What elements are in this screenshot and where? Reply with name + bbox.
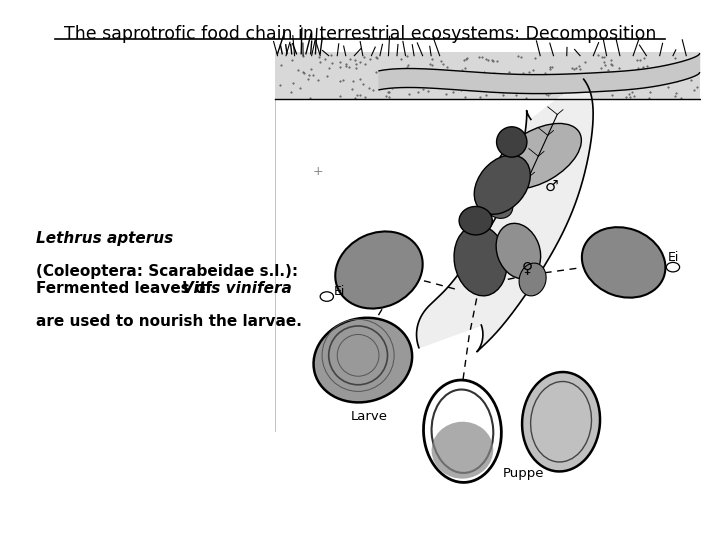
Ellipse shape	[582, 227, 665, 298]
Text: Puppe: Puppe	[503, 467, 544, 480]
Ellipse shape	[313, 318, 412, 402]
Ellipse shape	[423, 380, 501, 482]
Text: The saprotrofic food chain in terrestrial ecosystems: Decomposition: The saprotrofic food chain in terrestria…	[64, 25, 656, 43]
Ellipse shape	[496, 224, 541, 279]
Bar	[274, 52, 700, 99]
Text: Ei: Ei	[667, 251, 679, 264]
Ellipse shape	[495, 124, 581, 189]
Ellipse shape	[666, 262, 680, 272]
Ellipse shape	[474, 155, 531, 214]
Text: (Coleoptera: Scarabeidae s.l.):: (Coleoptera: Scarabeidae s.l.):	[36, 264, 298, 279]
Ellipse shape	[320, 292, 333, 301]
Ellipse shape	[336, 232, 423, 308]
Polygon shape	[417, 79, 593, 352]
Text: Ei: Ei	[333, 285, 345, 298]
Ellipse shape	[522, 372, 600, 471]
Ellipse shape	[454, 225, 507, 296]
Text: Vitis vinifera: Vitis vinifera	[181, 281, 292, 295]
Text: ♀: ♀	[521, 260, 532, 275]
Text: Lethrus apterus: Lethrus apterus	[36, 231, 173, 246]
Polygon shape	[379, 54, 700, 93]
Ellipse shape	[519, 263, 546, 296]
Text: Larve: Larve	[351, 410, 387, 423]
Text: are used to nourish the larvae.: are used to nourish the larvae.	[36, 314, 302, 329]
Text: Fermented leaves of: Fermented leaves of	[36, 281, 217, 295]
Ellipse shape	[482, 189, 513, 218]
Text: +: +	[312, 165, 323, 178]
Ellipse shape	[497, 127, 527, 157]
Ellipse shape	[431, 422, 493, 478]
Text: ♂: ♂	[545, 179, 559, 194]
Ellipse shape	[459, 206, 492, 235]
